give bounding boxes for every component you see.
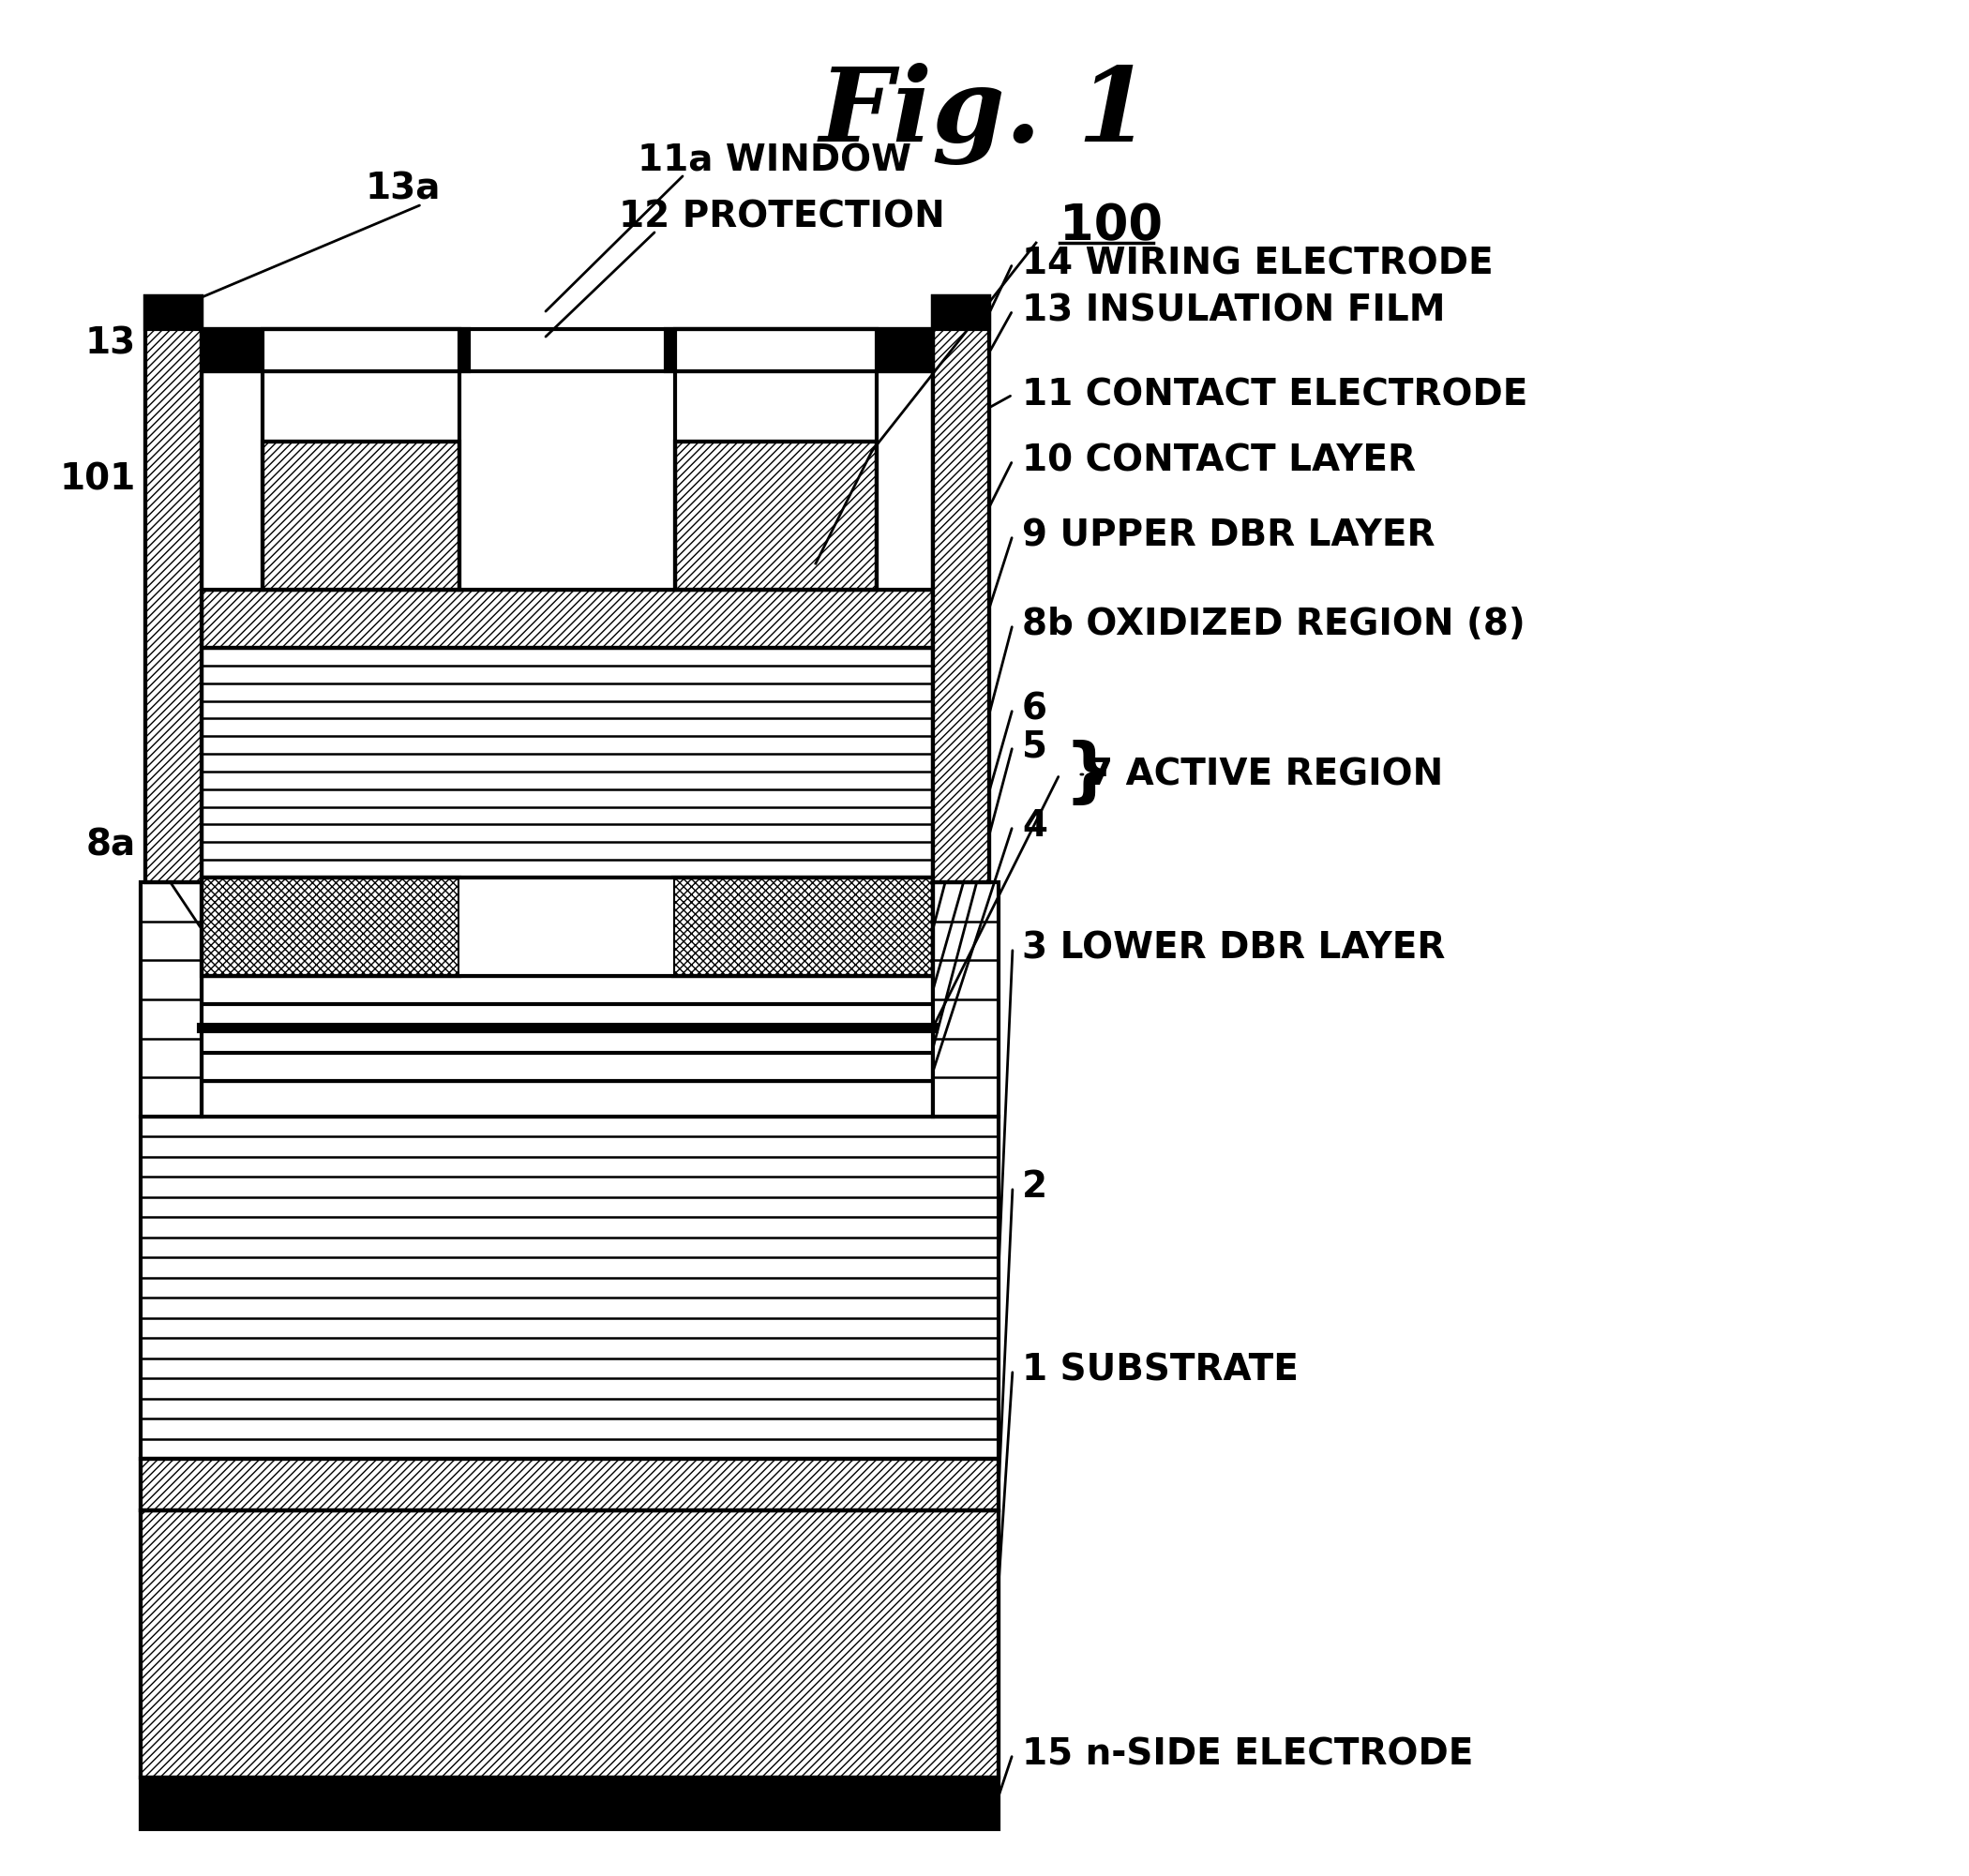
Bar [262, 328, 459, 371]
Text: }: } [1063, 739, 1114, 809]
Bar [201, 589, 933, 647]
Text: 13 INSULATION FILM: 13 INSULATION FILM [1022, 293, 1445, 328]
Text: 7 ACTIVE REGION: 7 ACTIVE REGION [1087, 756, 1443, 792]
Bar [675, 441, 876, 589]
Bar [876, 371, 933, 589]
Bar [459, 371, 675, 589]
Text: 8b OXIDIZED REGION (8): 8b OXIDIZED REGION (8) [1022, 606, 1526, 642]
Bar [201, 647, 933, 878]
Bar [140, 1510, 998, 1778]
Text: 14 WIRING ELECTRODE: 14 WIRING ELECTRODE [1022, 246, 1493, 281]
Text: 13a: 13a [366, 171, 441, 206]
Bar [201, 878, 933, 976]
Bar [933, 296, 988, 328]
Text: 2: 2 [1022, 1169, 1048, 1204]
Bar [140, 1460, 998, 1510]
Bar [140, 1460, 998, 1510]
Bar [675, 328, 876, 371]
Text: 5: 5 [1022, 728, 1048, 764]
Text: 100: 100 [1059, 201, 1162, 250]
Bar [146, 296, 201, 328]
Bar [262, 441, 459, 589]
Text: 8a: 8a [87, 827, 136, 863]
Bar [140, 1778, 998, 1829]
Text: 1 SUBSTRATE: 1 SUBSTRATE [1022, 1353, 1298, 1388]
Bar [140, 1510, 998, 1778]
Text: 13: 13 [85, 325, 136, 360]
Bar [933, 882, 998, 1116]
Bar [262, 441, 459, 589]
Text: 15 n-SIDE ELECTRODE: 15 n-SIDE ELECTRODE [1022, 1737, 1473, 1773]
Bar [146, 296, 201, 882]
Bar [201, 328, 469, 371]
Text: 11 CONTACT ELECTRODE: 11 CONTACT ELECTRODE [1022, 377, 1528, 413]
Bar [201, 878, 459, 976]
Bar [201, 1052, 933, 1081]
Bar [673, 878, 933, 976]
Bar [201, 589, 933, 647]
Bar [140, 1116, 998, 1460]
Text: Fig. 1: Fig. 1 [819, 62, 1150, 165]
Bar [201, 371, 262, 589]
Bar [201, 1081, 933, 1116]
Text: 12 PROTECTION: 12 PROTECTION [618, 199, 945, 234]
Text: 9 UPPER DBR LAYER: 9 UPPER DBR LAYER [1022, 518, 1435, 553]
Bar [933, 296, 988, 882]
Text: 11a WINDOW: 11a WINDOW [638, 143, 912, 178]
Bar [140, 882, 201, 1116]
Text: 4: 4 [1022, 809, 1048, 844]
Text: 3 LOWER DBR LAYER: 3 LOWER DBR LAYER [1022, 930, 1445, 966]
Text: 6: 6 [1022, 690, 1048, 726]
Bar [666, 328, 933, 371]
Bar [933, 296, 988, 882]
Text: 101: 101 [59, 461, 136, 497]
Text: 10 CONTACT LAYER: 10 CONTACT LAYER [1022, 443, 1416, 478]
Bar [459, 878, 673, 976]
Bar [146, 296, 201, 882]
Bar [675, 441, 876, 589]
Bar [201, 976, 933, 1004]
